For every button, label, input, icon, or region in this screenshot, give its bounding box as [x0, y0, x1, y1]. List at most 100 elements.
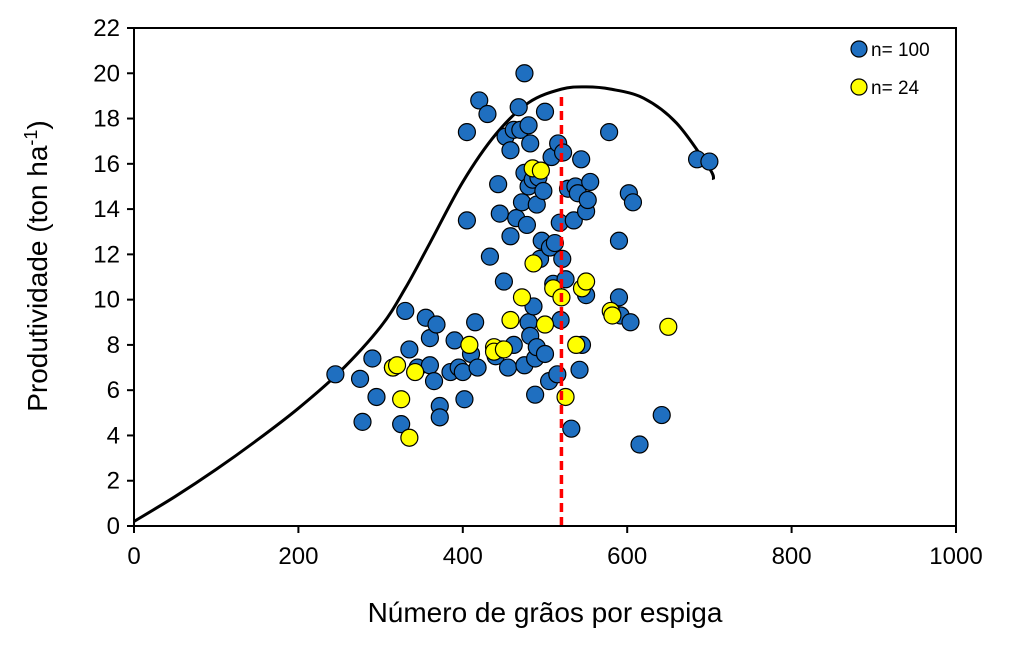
data-point-n24 — [659, 317, 678, 336]
x-tick-label: 200 — [278, 543, 318, 570]
data-point-n24 — [524, 254, 543, 273]
x-tick-label: 1000 — [929, 543, 982, 570]
data-point-n100 — [630, 435, 649, 454]
data-point-n100 — [326, 365, 345, 384]
data-point-n24 — [460, 335, 479, 355]
data-point-n100 — [515, 64, 534, 83]
data-point-n24 — [387, 356, 407, 375]
x-tick-label: 800 — [772, 543, 812, 570]
data-point-n100 — [572, 150, 591, 169]
data-point-n24 — [531, 161, 550, 180]
data-point-n100 — [609, 288, 629, 307]
data-point-n100 — [535, 344, 555, 364]
y-tick-label: 12 — [93, 241, 120, 268]
data-point-n100 — [501, 227, 520, 246]
data-point-n100 — [501, 141, 520, 160]
data-point-n100 — [512, 193, 532, 212]
data-point-n100 — [581, 172, 600, 192]
data-point-n24 — [535, 315, 555, 334]
y-tick-label: 4 — [107, 422, 120, 449]
fitted-curve — [133, 85, 716, 523]
data-point-n100 — [578, 190, 597, 210]
legend-marker — [850, 78, 868, 96]
data-point-n24 — [400, 428, 419, 447]
y-tick-label: 8 — [107, 332, 120, 359]
data-point-n100 — [427, 315, 446, 334]
data-point-n100 — [457, 123, 477, 142]
data-point-n100 — [535, 102, 555, 121]
data-point-n24 — [406, 362, 425, 382]
data-point-n100 — [509, 98, 528, 117]
data-point-n100 — [455, 390, 474, 409]
data-point-n100 — [652, 405, 671, 425]
y-tick-label: 22 — [93, 15, 120, 42]
data-point-n24 — [512, 288, 532, 307]
y-tick-label: 6 — [107, 377, 120, 404]
data-point-n100 — [526, 385, 545, 404]
y-tick-label: 2 — [107, 468, 120, 495]
data-point-n100 — [490, 204, 509, 223]
data-point-n100 — [396, 301, 415, 321]
x-tick-label: 400 — [443, 543, 483, 570]
data-point-n100 — [392, 415, 411, 434]
data-point-n100 — [480, 247, 500, 266]
data-point-n100 — [600, 123, 619, 142]
y-tick-label: 14 — [93, 196, 120, 223]
y-tick-label: 10 — [93, 287, 120, 314]
y-tick-label: 18 — [93, 106, 120, 133]
legend-marker — [850, 40, 868, 58]
data-point-n100 — [353, 412, 372, 431]
plot-frame — [133, 27, 957, 527]
y-axis-title-close: ) — [22, 120, 53, 129]
y-axis-title: Produtividade (ton ha-1) — [21, 120, 53, 412]
data-point-n100 — [466, 313, 485, 332]
legend-label: n= 100 — [871, 40, 930, 61]
data-point-n100 — [498, 358, 518, 377]
data-point-n24 — [603, 306, 622, 325]
data-point-n100 — [519, 116, 538, 135]
data-point-n100 — [609, 231, 629, 250]
data-point-n100 — [570, 360, 589, 379]
plot-area — [133, 64, 719, 526]
data-point-n24 — [576, 272, 596, 291]
data-point-n100 — [623, 193, 643, 212]
y-tick-label: 0 — [107, 513, 120, 540]
data-point-n24 — [567, 335, 586, 355]
data-point-n100 — [534, 181, 553, 201]
y-tick-label: 20 — [93, 60, 120, 87]
data-point-n100 — [548, 365, 567, 384]
data-point-n100 — [545, 233, 564, 253]
data-point-n100 — [363, 349, 382, 368]
data-point-n100 — [478, 104, 497, 124]
data-point-n100 — [621, 313, 640, 332]
x-axis-title: Número de grãos por espiga — [368, 597, 723, 628]
y-tick-label: 16 — [93, 151, 120, 178]
data-point-n100 — [470, 91, 489, 110]
y-axis-title-superscript: -1 — [21, 130, 41, 146]
data-point-n100 — [494, 272, 513, 291]
x-tick-label: 600 — [607, 543, 647, 570]
data-point-n100 — [700, 152, 719, 171]
data-point-n24 — [392, 390, 411, 409]
data-point-n100 — [457, 211, 477, 230]
legend-label: n= 24 — [871, 78, 920, 99]
x-tick-label: 0 — [127, 543, 140, 570]
data-point-n24 — [501, 310, 520, 330]
data-point-n100 — [367, 387, 386, 407]
data-point-n100 — [468, 358, 487, 377]
data-point-n100 — [400, 340, 419, 359]
data-point-n24 — [556, 387, 575, 407]
data-point-n100 — [564, 211, 583, 230]
data-point-n100 — [521, 134, 540, 153]
data-point-n100 — [424, 372, 444, 391]
y-axis-title-main: Produtividade (ton ha — [22, 145, 53, 412]
data-point-n24 — [494, 340, 513, 359]
axes: Produtividade (ton ha-1) Número de grãos… — [21, 15, 983, 628]
data-point-n100 — [562, 419, 581, 438]
legend: n= 100 n= 24 — [850, 40, 930, 99]
data-point-n100 — [517, 215, 537, 235]
data-point-n100 — [430, 408, 449, 427]
data-point-n100 — [350, 369, 370, 388]
data-point-n100 — [489, 175, 508, 194]
